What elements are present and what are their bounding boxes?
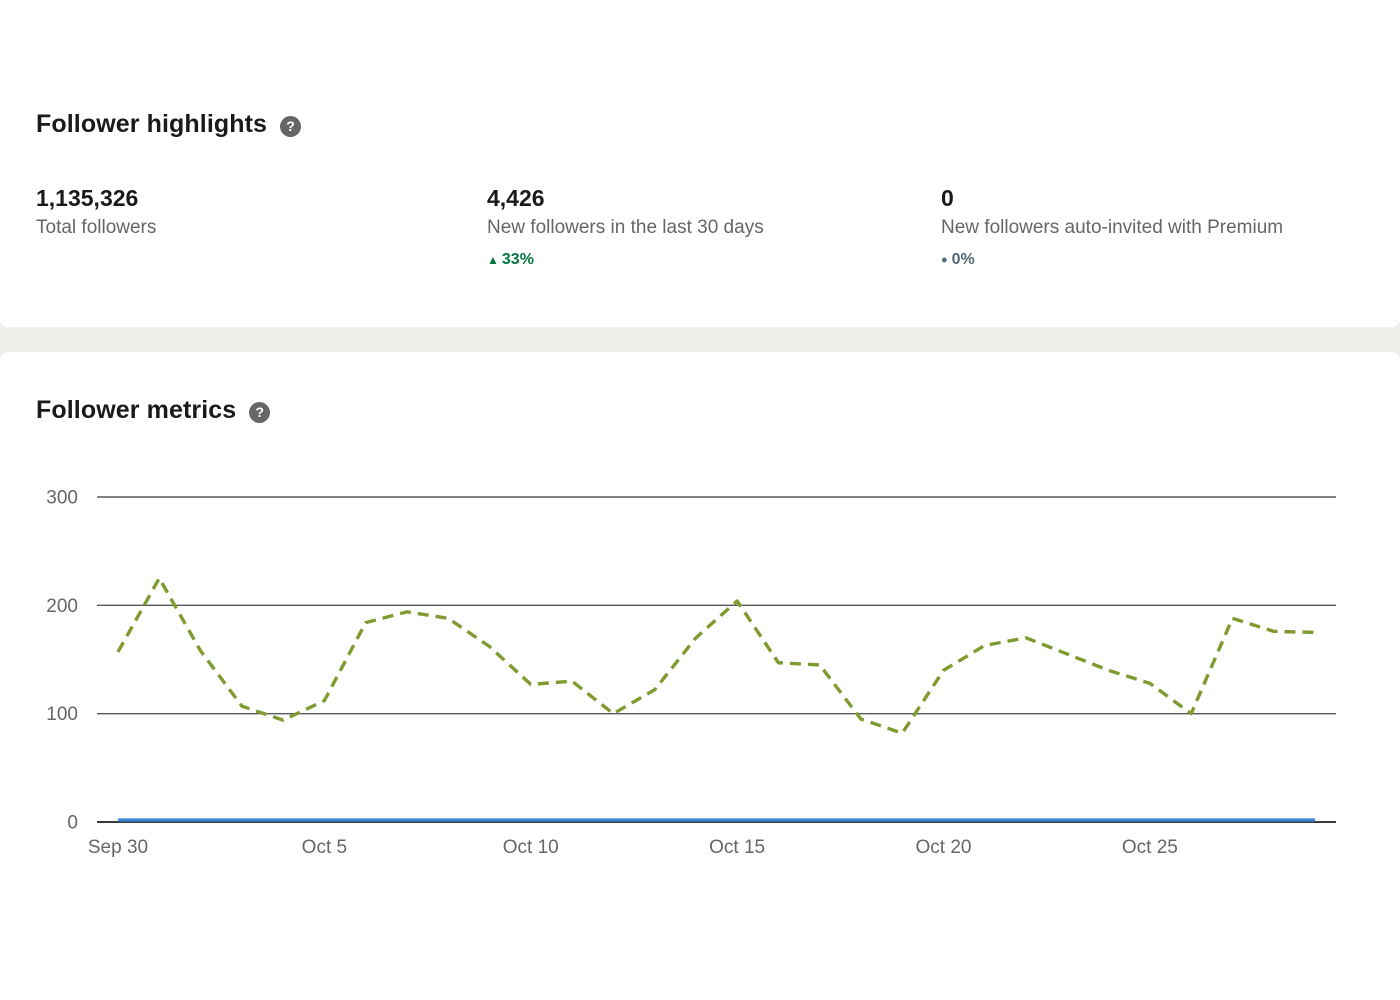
follower-metrics-header: Follower metrics ?	[36, 396, 271, 425]
x-axis-label: Oct 15	[709, 837, 765, 858]
new-followers-value: 4,426	[487, 185, 545, 211]
total-followers-label: Total followers	[36, 217, 157, 238]
x-axis-label: Sep 30	[88, 837, 148, 858]
new-followers-label: New followers in the last 30 days	[487, 217, 764, 238]
follower-highlights-header: Follower highlights ?	[36, 110, 1364, 139]
x-axis-label: Oct 10	[503, 837, 559, 858]
auto-invited-label: New followers auto-invited with Premium	[941, 217, 1284, 238]
new-followers-change: ▲ 33%	[487, 251, 941, 269]
new-followers-per-day-line	[116, 576, 1316, 735]
trend-up-icon: ▲	[487, 253, 499, 267]
auto-invited-change-percent: 0%	[951, 251, 975, 268]
follower-metrics-card: Follower metrics ? 300 200 100 0 Sep 30 Oct 5…	[0, 352, 1400, 1000]
total-followers-stat: 1,135,326 Total followers	[36, 185, 487, 269]
section-divider	[0, 327, 1400, 352]
total-followers-value: 1,135,326	[36, 185, 139, 211]
help-icon[interactable]: ?	[249, 401, 271, 423]
y-axis-label: 200	[46, 596, 78, 617]
y-axis-label: 100	[46, 704, 78, 725]
follower-highlights-stats: 1,135,326 Total followers 4,426 New foll…	[36, 185, 1364, 269]
y-axis-label: 300	[46, 488, 78, 509]
x-axis-label: Oct 25	[1122, 837, 1178, 858]
auto-invited-change: ● 0%	[941, 251, 1364, 269]
follower-highlights-title: Follower highlights	[36, 110, 268, 138]
auto-invited-value: 0	[941, 185, 954, 211]
x-axis-label: Oct 20	[916, 837, 972, 858]
follower-metrics-chart: 300 200 100 0 Sep 30 Oct 5 Oct 10 Oct 15 Oct 20 O…	[46, 488, 1336, 858]
follower-metrics-title: Follower metrics	[36, 396, 237, 424]
dot-indicator-icon: ●	[941, 254, 948, 266]
new-followers-change-percent: 33%	[501, 251, 534, 268]
help-icon[interactable]: ?	[280, 115, 302, 137]
auto-invited-stat: 0 New followers auto-invited with Premiu…	[941, 185, 1364, 269]
new-followers-stat: 4,426 New followers in the last 30 days …	[487, 185, 941, 269]
x-axis-label: Oct 5	[302, 837, 347, 858]
follower-highlights-card: Follower highlights ? 1,135,326 Total fo…	[0, 0, 1400, 327]
y-axis-label: 0	[67, 813, 78, 834]
